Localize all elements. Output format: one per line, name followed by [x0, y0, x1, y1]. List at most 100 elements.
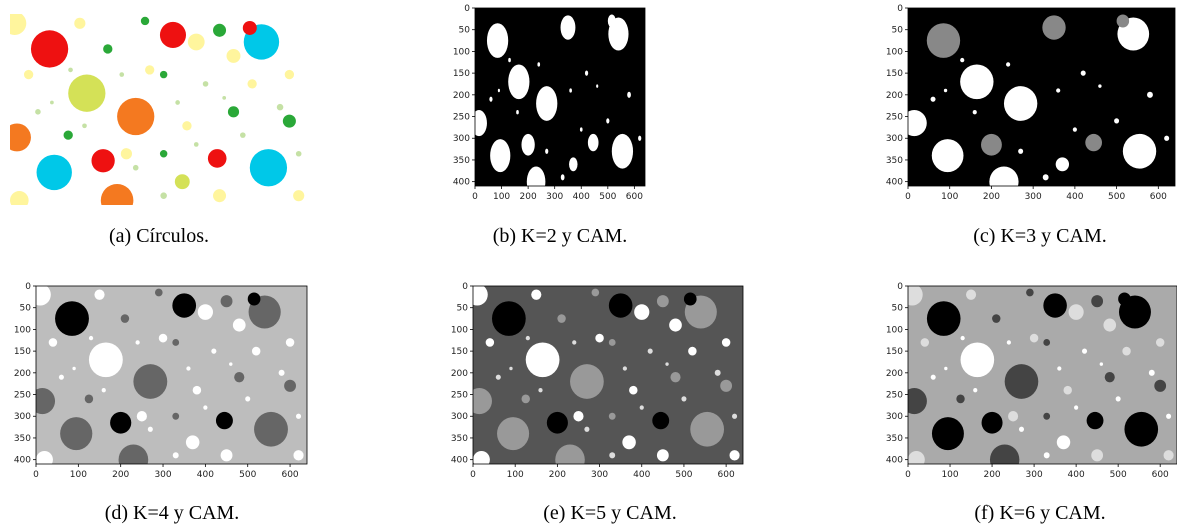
circle: [688, 346, 697, 356]
circle: [1118, 292, 1131, 306]
circle: [36, 388, 56, 415]
circle: [521, 133, 535, 156]
circle: [525, 335, 530, 341]
circle: [207, 149, 227, 168]
circle: [1057, 366, 1062, 371]
circle: [1056, 435, 1071, 450]
circle: [192, 385, 202, 395]
y-tick-label: 350: [886, 156, 903, 166]
circle: [960, 64, 994, 100]
circle: [226, 48, 241, 63]
x-tick-label: 200: [112, 470, 129, 480]
circle: [573, 411, 584, 422]
circle: [560, 174, 565, 181]
x-tick-label: 100: [507, 470, 524, 480]
circle: [560, 15, 576, 40]
circle: [516, 110, 519, 115]
circle: [247, 79, 257, 89]
circle: [560, 60, 565, 68]
y-tick-label: 350: [451, 434, 468, 444]
circle: [227, 106, 240, 118]
circle: [622, 366, 627, 371]
circle: [557, 314, 566, 323]
circle: [1098, 84, 1102, 88]
circle: [117, 97, 155, 136]
circle: [926, 301, 961, 336]
circle: [132, 164, 139, 171]
circle: [1018, 426, 1025, 432]
y-tick-label: 100: [451, 325, 468, 335]
x-tick-label: 400: [573, 192, 590, 202]
circle: [1056, 88, 1061, 93]
circle: [172, 412, 180, 420]
circle: [485, 338, 495, 347]
y-tick-label: 300: [886, 134, 903, 144]
circle: [36, 154, 72, 191]
circle: [203, 405, 208, 410]
x-tick-label: 500: [599, 192, 616, 202]
circle: [634, 304, 650, 320]
circle: [159, 21, 187, 49]
x-tick-label: 100: [941, 192, 958, 202]
circle: [295, 150, 302, 157]
circle: [536, 86, 558, 121]
circle: [74, 17, 86, 29]
circle: [1062, 107, 1071, 117]
circle: [1082, 348, 1088, 354]
circle: [1042, 60, 1050, 68]
circle: [254, 411, 288, 447]
circle: [630, 101, 639, 114]
circle: [1043, 293, 1067, 318]
circle: [251, 346, 261, 356]
circle: [1152, 101, 1165, 114]
circle: [278, 369, 285, 376]
circle: [960, 335, 965, 341]
circle: [497, 88, 500, 93]
circle: [508, 57, 511, 63]
circle: [569, 88, 572, 93]
y-tick-label: 400: [14, 456, 31, 466]
circle: [992, 314, 1001, 323]
x-tick-label: 300: [1025, 192, 1042, 202]
circle: [282, 114, 296, 128]
circle: [1006, 62, 1011, 67]
caption: (b) K=2 y CAM.: [493, 225, 628, 247]
y-tick-label: 50: [459, 26, 471, 36]
circle: [1116, 14, 1130, 28]
circle: [215, 411, 233, 430]
circle: [1166, 413, 1172, 419]
x-tick-label: 300: [154, 470, 171, 480]
circle: [1154, 60, 1163, 69]
circle: [729, 450, 740, 461]
circle: [1148, 369, 1155, 376]
y-tick-label: 300: [453, 134, 470, 144]
circle: [293, 190, 305, 202]
circle: [608, 293, 633, 318]
circle: [222, 95, 227, 100]
circle: [555, 444, 585, 464]
circle: [91, 149, 115, 173]
circle: [528, 36, 534, 45]
circle: [1154, 379, 1167, 392]
circle: [525, 342, 560, 378]
circle: [473, 450, 490, 464]
circle: [1164, 135, 1170, 141]
x-tick-label: 200: [983, 192, 1000, 202]
circle: [1104, 371, 1115, 383]
panel-image: [908, 286, 1177, 464]
circle: [960, 57, 965, 63]
circle: [1086, 411, 1104, 430]
circle: [1101, 40, 1115, 54]
circle: [1055, 157, 1070, 172]
circle: [1026, 288, 1034, 297]
y-tick-label: 300: [14, 412, 31, 422]
circle: [50, 100, 54, 105]
circle: [490, 139, 511, 173]
y-tick-label: 150: [451, 347, 468, 357]
y-tick-label: 100: [886, 325, 903, 335]
circle: [182, 121, 192, 131]
circle: [193, 142, 199, 147]
circle: [103, 44, 113, 54]
circle: [509, 366, 513, 371]
circle: [1004, 364, 1039, 399]
